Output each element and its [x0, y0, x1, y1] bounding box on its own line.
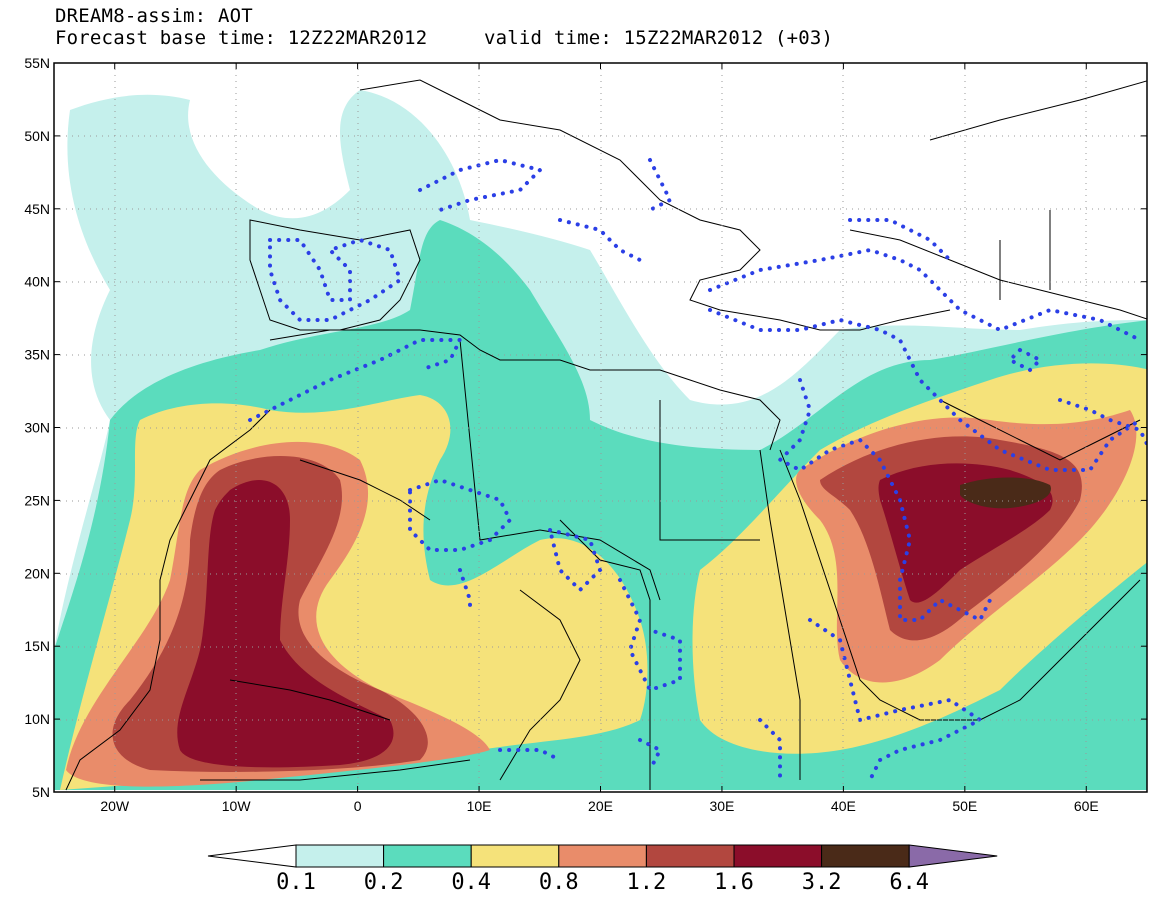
- lat-label: 50N: [24, 128, 50, 144]
- lon-label: 10E: [467, 798, 492, 814]
- aot-band-1.2: [112, 436, 1082, 772]
- colorbar-label: 0.2: [364, 870, 404, 895]
- lon-label: 0: [354, 798, 362, 814]
- graticule: [54, 63, 1147, 792]
- lat-label: 10N: [24, 711, 50, 727]
- colorbar-over-triangle: [908, 844, 998, 868]
- lat-label: 40N: [24, 274, 50, 290]
- valid-time-text: valid time: 15Z22MAR2012 (+03): [484, 27, 834, 49]
- colorbar-label: 0.4: [451, 870, 491, 895]
- lon-label: 10W: [222, 798, 252, 814]
- lon-label: 40E: [831, 798, 856, 814]
- colorbar-box: [645, 844, 735, 868]
- colorbar-box: [821, 844, 910, 868]
- colorbar: 0.1 0.2 0.4 0.8 1.2 1.6 3.2 6.4: [207, 844, 998, 895]
- colorbar-box: [383, 844, 472, 868]
- colorbar-under-triangle: [207, 844, 297, 868]
- lon-label: 20W: [100, 798, 130, 814]
- forecast-base-time: Forecast base time: 12Z22MAR2012 valid ti…: [55, 27, 833, 49]
- lat-label: 5N: [32, 784, 50, 800]
- aot-band-3.2: [960, 477, 1051, 509]
- colorbar-label: 3.2: [802, 870, 842, 895]
- colorbar-label: 0.1: [276, 870, 316, 895]
- latitude-labels: 55N 50N 45N 40N 35N 30N 25N 20N 15N 10N 5N: [24, 55, 50, 800]
- base-time-text: Forecast base time: 12Z22MAR2012: [55, 27, 428, 49]
- colorbar-label: 1.2: [627, 870, 667, 895]
- lon-label: 60E: [1074, 798, 1099, 814]
- lat-label: 55N: [24, 55, 50, 71]
- axis-ticks: [54, 62, 1147, 793]
- lat-label: 15N: [24, 638, 50, 654]
- aot-field: [54, 90, 1147, 790]
- coastlines: [65, 79, 1147, 791]
- longitude-labels: 20W 10W 0 10E 20E 30E 40E 50E 60E: [100, 798, 1098, 814]
- colorbar-box: [295, 844, 385, 868]
- colorbar-box: [470, 844, 560, 868]
- lon-label: 50E: [952, 798, 977, 814]
- lat-label: 45N: [24, 201, 50, 217]
- lat-label: 30N: [24, 420, 50, 436]
- lat-label: 25N: [24, 492, 50, 508]
- observation-contours: [248, 157, 1147, 782]
- lon-label: 20E: [588, 798, 613, 814]
- colorbar-label: 0.8: [539, 870, 579, 895]
- map-title: DREAM8-assim: AOT: [55, 5, 253, 27]
- colorbar-label: 6.4: [889, 870, 929, 895]
- lon-label: 30E: [709, 798, 734, 814]
- colorbar-box: [733, 844, 823, 868]
- lat-label: 20N: [24, 565, 50, 581]
- colorbar-box: [558, 844, 647, 868]
- lat-label: 35N: [24, 347, 50, 363]
- colorbar-label: 1.6: [714, 870, 754, 895]
